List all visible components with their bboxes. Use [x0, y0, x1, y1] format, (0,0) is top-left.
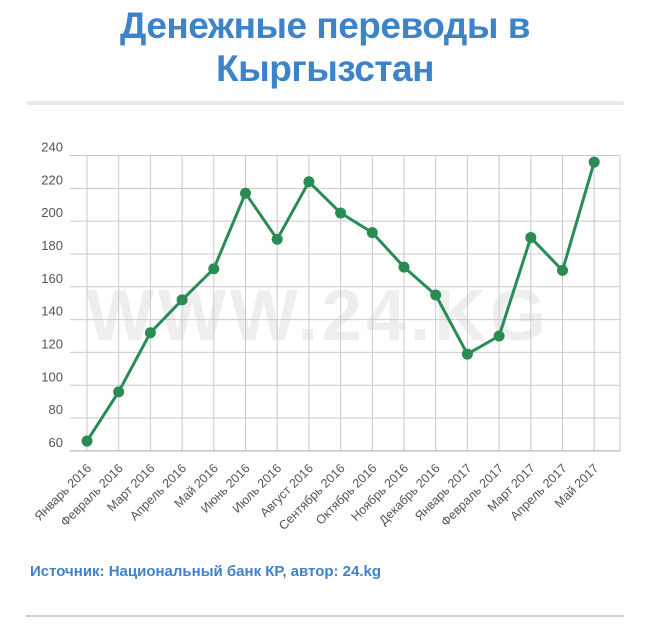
- data-point: [398, 261, 410, 273]
- y-tick-label: 60: [49, 435, 63, 450]
- data-point: [335, 207, 347, 219]
- data-point: [557, 264, 568, 276]
- data-point: [461, 348, 473, 360]
- y-tick-label: 140: [41, 304, 63, 319]
- data-point: [366, 227, 378, 239]
- y-tick-label: 200: [41, 205, 63, 220]
- title-divider: [26, 101, 624, 105]
- data-point: [208, 263, 220, 275]
- data-point: [271, 233, 283, 245]
- data-point: [240, 187, 251, 199]
- data-point: [303, 176, 315, 188]
- y-tick-label: 160: [41, 271, 63, 286]
- data-point: [430, 289, 442, 301]
- data-point: [144, 327, 156, 339]
- y-tick-label: 80: [49, 402, 63, 417]
- y-tick-label: 220: [41, 172, 63, 187]
- data-point: [81, 435, 93, 447]
- y-tick-label: 240: [41, 140, 63, 155]
- source-note: Источник: Национальный банк КР, автор: 2…: [30, 563, 382, 580]
- data-point: [588, 156, 600, 168]
- y-tick-label: 120: [41, 336, 63, 351]
- data-point: [113, 386, 125, 398]
- y-tick-label: 100: [41, 369, 63, 384]
- footer-divider: [26, 615, 624, 617]
- data-point: [493, 330, 505, 342]
- page-title: Денежные переводы в Кыргызстан: [120, 5, 530, 90]
- y-tick-label: 180: [41, 238, 63, 253]
- data-point: [176, 294, 188, 306]
- watermark-text: WWW.24.KG: [86, 276, 550, 356]
- data-point: [525, 232, 537, 244]
